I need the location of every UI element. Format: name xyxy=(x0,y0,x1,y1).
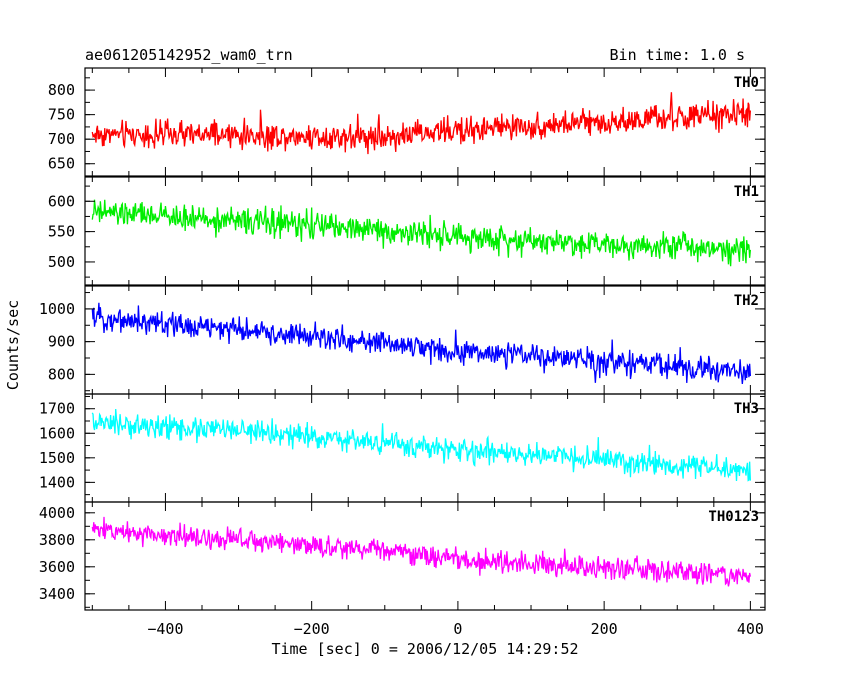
y-tick-label: 1700 xyxy=(39,400,75,418)
y-tick-label: 800 xyxy=(48,365,75,383)
y-tick-label: 1400 xyxy=(39,473,75,491)
panel-label: TH0 xyxy=(734,75,759,91)
y-tick-label: 650 xyxy=(48,155,75,173)
series-line-th0123 xyxy=(91,516,752,587)
y-axis-label: Counts/sec xyxy=(4,300,22,390)
panel-th3: 1400 1500 1600 1700 TH3 xyxy=(39,393,766,503)
x-tick-label: 200 xyxy=(591,620,618,638)
panel-frame xyxy=(84,67,766,177)
panel-label: TH2 xyxy=(734,293,759,309)
y-tick-label: 550 xyxy=(48,223,75,241)
series-line-th3 xyxy=(91,409,752,482)
panel-th0123: 3400 3600 3800 4000 TH0123 xyxy=(39,501,766,611)
panel-th0: 650 700 750 800 TH0 xyxy=(48,67,766,177)
series-line-th0 xyxy=(91,92,752,155)
y-tick-label: 3600 xyxy=(39,558,75,576)
y-tick-label: 900 xyxy=(48,333,75,351)
y-tick-label: 800 xyxy=(48,81,75,99)
x-axis-label: Time [sec] 0 = 2006/12/05 14:29:52 xyxy=(271,640,578,658)
panel-label: TH0123 xyxy=(708,509,759,525)
y-tick-label: 4000 xyxy=(39,504,75,522)
panel-label: TH1 xyxy=(734,184,759,200)
x-tick-label: −200 xyxy=(294,620,330,638)
x-tick-label: 0 xyxy=(453,620,462,638)
x-tick-label: −400 xyxy=(147,620,183,638)
x-tick-label: 400 xyxy=(737,620,764,638)
panel-frame xyxy=(84,285,766,395)
y-tick-label: 1600 xyxy=(39,424,75,442)
y-tick-label: 3800 xyxy=(39,531,75,549)
y-tick-label: 600 xyxy=(48,192,75,210)
y-tick-label: 3400 xyxy=(39,585,75,603)
y-tick-label: 500 xyxy=(48,253,75,271)
y-tick-label: 1500 xyxy=(39,449,75,467)
chart-title: ae061205142952_wam0_trn xyxy=(85,46,293,64)
panel-th2: 800 900 1000 TH2 xyxy=(39,285,766,395)
panels: 650 700 750 800 TH0 500 550 600 TH1 800 900 1000 TH2… xyxy=(39,67,766,638)
y-tick-label: 700 xyxy=(48,130,75,148)
y-tick-label: 1000 xyxy=(39,300,75,318)
series-line-th2 xyxy=(91,302,752,385)
y-tick-label: 750 xyxy=(48,106,75,124)
panel-frame xyxy=(84,176,766,286)
panel-label: TH3 xyxy=(734,401,759,417)
panel-th1: 500 550 600 TH1 xyxy=(48,176,766,286)
bin-time-label: Bin time: 1.0 s xyxy=(610,46,745,64)
panel-frame xyxy=(84,501,766,611)
series-line-th1 xyxy=(91,199,752,267)
